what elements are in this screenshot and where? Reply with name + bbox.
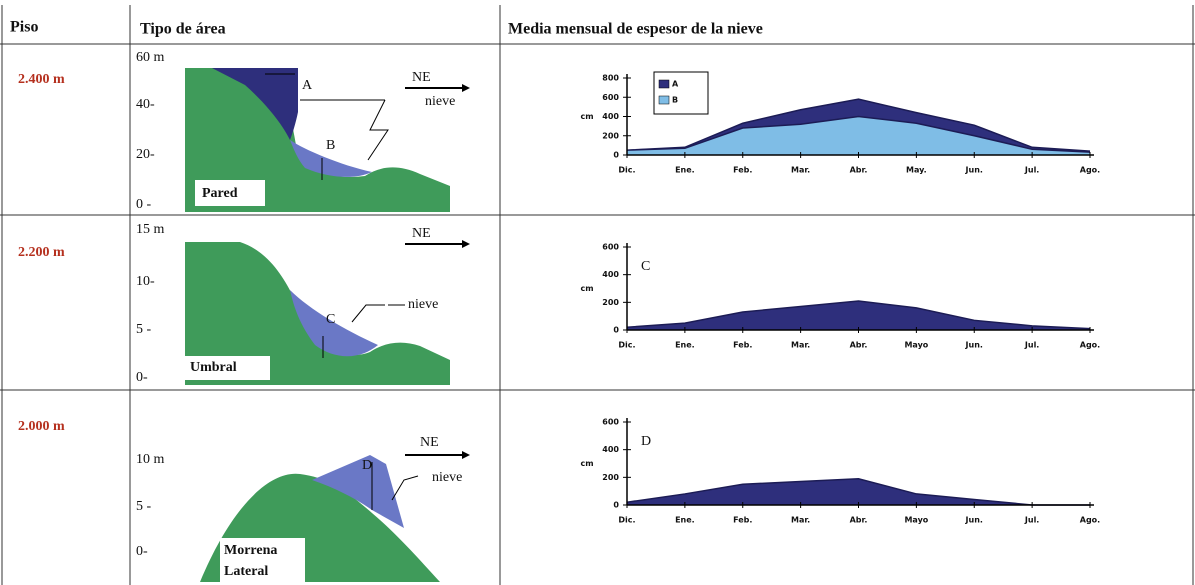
x-tick-label: Mar.	[791, 516, 810, 525]
legend-label: B	[672, 96, 678, 105]
diagram-axis-label: 0 -	[136, 197, 152, 212]
area-fill	[627, 300, 1090, 330]
y-tick-label: 0	[613, 326, 619, 335]
x-tick-label: Dic.	[618, 341, 635, 350]
area-type: Lateral	[224, 564, 268, 579]
y-tick-label: 600	[602, 418, 619, 427]
area-type: Morrena	[224, 543, 277, 558]
x-tick-label: Abr.	[850, 516, 868, 525]
header: Piso	[10, 19, 38, 36]
diagram-axis-label: 60 m	[136, 50, 165, 65]
diagram-axis-label: 20-	[136, 147, 155, 162]
x-tick-label: Mar.	[791, 341, 810, 350]
x-tick-label: Ago.	[1080, 516, 1100, 525]
x-tick-label: Feb.	[733, 516, 752, 525]
piso: 2.400 m	[18, 72, 65, 87]
x-tick-label: Ago.	[1080, 166, 1100, 175]
y-axis-label: cm	[580, 284, 593, 293]
y-tick-label: 200	[602, 473, 619, 482]
diagram-mark: D	[362, 458, 372, 473]
area-fill	[627, 116, 1090, 155]
snow-label: nieve	[408, 297, 438, 312]
diagram-mark: C	[326, 312, 335, 327]
diagram-pared	[185, 68, 470, 212]
snow-label: nieve	[432, 470, 462, 485]
diagram-axis-label: 10 m	[136, 452, 165, 467]
area-type: Umbral	[190, 360, 237, 375]
legend-label: A	[672, 80, 679, 89]
diagram-umbral	[185, 240, 470, 385]
x-tick-label: Jun.	[965, 166, 983, 175]
legend-box	[653, 71, 709, 115]
area-type: Pared	[202, 186, 238, 201]
diagram-axis-label: 0-	[136, 370, 148, 385]
x-tick-label: Mar.	[791, 166, 810, 175]
x-tick-label: Abr.	[850, 341, 868, 350]
x-tick-label: Abr.	[850, 166, 868, 175]
x-tick-label: Ene.	[675, 516, 695, 525]
diagram-axis-label: 5 -	[136, 499, 152, 514]
y-tick-label: 200	[602, 131, 619, 140]
y-tick-label: 0	[613, 501, 619, 510]
diagram-axis-label: 0-	[136, 544, 148, 559]
area-line	[626, 477, 1090, 506]
diagram-axis-label: 10-	[136, 274, 155, 289]
diagram-axis-label: 40-	[136, 97, 155, 112]
header: Tipo de área	[140, 21, 226, 38]
x-tick-label: Mayo	[904, 516, 928, 525]
y-tick-label: 400	[602, 270, 619, 279]
x-tick-label: Jun.	[965, 341, 983, 350]
piso: 2.200 m	[18, 245, 65, 260]
x-tick-label: Ene.	[675, 166, 695, 175]
legend-swatch	[658, 95, 670, 105]
area-line	[626, 300, 1091, 330]
x-tick-label: Dic.	[618, 516, 635, 525]
x-tick-label: Feb.	[733, 341, 752, 350]
x-tick-label: Jul.	[1024, 341, 1039, 350]
direction: NE	[420, 435, 439, 450]
x-tick-label: Ago.	[1080, 341, 1100, 350]
annotation: D	[641, 434, 651, 449]
direction: NE	[412, 70, 431, 85]
y-tick-label: 600	[602, 93, 619, 102]
x-tick-label: Jul.	[1024, 516, 1039, 525]
diagram-axis-label: 5 -	[136, 322, 152, 337]
y-tick-label: 400	[602, 112, 619, 121]
x-tick-label: Jun.	[965, 516, 983, 525]
x-tick-label: Ene.	[675, 341, 695, 350]
direction: NE	[412, 226, 431, 241]
area-line	[626, 98, 1091, 152]
x-tick-label: May.	[906, 166, 927, 175]
piso: 2.000 m	[18, 419, 65, 434]
snow-label: nieve	[425, 94, 455, 109]
x-tick-label: Jul.	[1024, 166, 1039, 175]
diagram-morrena	[200, 451, 470, 584]
area-fill	[627, 478, 1090, 505]
y-tick-label: 600	[602, 243, 619, 252]
y-tick-label: 400	[602, 445, 619, 454]
annotation: C	[641, 259, 650, 274]
diagram-mark: A	[302, 78, 313, 93]
y-axis-label: cm	[580, 459, 593, 468]
x-tick-label: Feb.	[733, 166, 752, 175]
diagram-axis-label: 15 m	[136, 222, 165, 237]
y-tick-label: 200	[602, 298, 619, 307]
legend-swatch	[658, 79, 670, 89]
y-axis-label: cm	[580, 112, 593, 121]
y-tick-label: 800	[602, 74, 619, 83]
diagram-mark: B	[326, 138, 335, 153]
x-tick-label: Mayo	[904, 341, 928, 350]
header: Media mensual de espesor de la nieve	[508, 21, 763, 38]
x-tick-label: Dic.	[618, 166, 635, 175]
area-line	[626, 115, 1091, 153]
y-tick-label: 0	[613, 151, 619, 160]
